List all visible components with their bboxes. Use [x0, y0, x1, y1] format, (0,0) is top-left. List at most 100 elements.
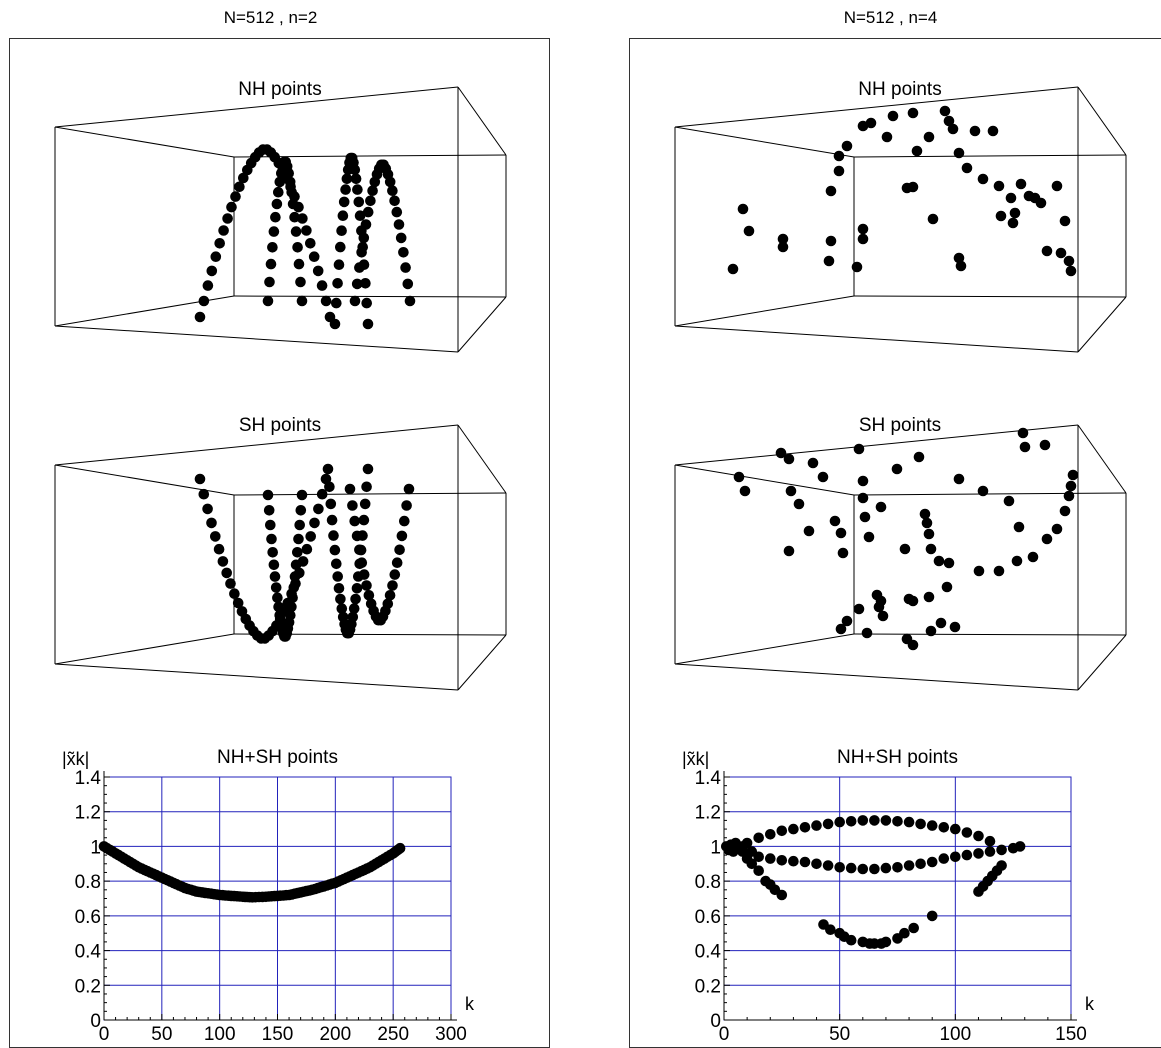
nh-point	[1063, 255, 1075, 267]
nh-point	[1041, 245, 1053, 257]
nh-point	[320, 295, 332, 307]
sh-point	[362, 463, 374, 475]
data-point	[753, 865, 764, 876]
nh-point	[955, 260, 967, 272]
sh-point	[871, 589, 883, 601]
nh-point	[395, 232, 407, 244]
sh-point	[793, 498, 805, 510]
nh-point	[265, 258, 277, 270]
sh-point	[399, 515, 410, 527]
y-tick-label: 1.4	[75, 768, 102, 789]
nh-point	[305, 238, 316, 249]
sh-point	[347, 611, 359, 623]
sh-point	[953, 473, 965, 485]
data-point	[961, 827, 973, 838]
x-tick-label: 50	[151, 1024, 172, 1045]
nh-point	[727, 263, 739, 275]
plot-title: NH+SH points	[217, 747, 338, 768]
x-tick-label: 0	[719, 1024, 730, 1045]
data-point	[950, 851, 961, 863]
nh-point	[289, 211, 300, 223]
nh-point	[851, 261, 863, 273]
sh-point	[903, 593, 915, 605]
sh-point	[270, 582, 282, 593]
nh-point	[230, 191, 241, 202]
nh-point	[336, 225, 347, 236]
nh-point	[296, 295, 308, 307]
nh-point	[267, 242, 278, 253]
sh-point	[949, 621, 961, 633]
sh-point	[359, 498, 371, 510]
sh-point	[351, 530, 363, 542]
sh-point	[285, 609, 296, 621]
sh-point	[263, 505, 275, 516]
sh-point	[837, 547, 849, 559]
nh-point	[353, 196, 365, 208]
sh-point	[349, 515, 361, 527]
sh-point	[269, 571, 281, 582]
nh-point	[887, 110, 899, 122]
sh-point	[863, 531, 875, 543]
data-point	[996, 860, 1007, 871]
data-point	[822, 860, 834, 871]
sh-point	[225, 578, 236, 589]
nh-point	[1007, 217, 1019, 229]
right-sh-points	[733, 427, 1079, 651]
data-point	[811, 820, 822, 831]
nh-point	[947, 123, 959, 135]
data-point	[845, 934, 857, 946]
nh-point	[312, 265, 324, 277]
sh-point	[229, 588, 240, 599]
data-point	[741, 837, 753, 849]
data-point	[799, 822, 811, 833]
sh-point	[923, 591, 935, 603]
sh-point	[835, 527, 847, 539]
data-point	[799, 856, 811, 868]
sh-point	[921, 517, 933, 529]
nh-point	[911, 145, 923, 157]
data-point	[892, 862, 903, 873]
nh-point	[350, 173, 362, 185]
data-point	[938, 822, 950, 833]
left-plot: 0 50 100 150 200 250 300 0 0.2 0.4 0.6 0.8 1 1.2 1.4 k |…	[62, 747, 475, 1045]
data-point	[880, 815, 892, 826]
nh-point	[365, 195, 376, 207]
sh-point	[217, 556, 229, 567]
sh-point	[785, 485, 797, 497]
left-nh-points	[194, 144, 416, 330]
x-tick-label: 200	[319, 1024, 351, 1045]
sh-point	[265, 519, 276, 531]
sh-point	[325, 498, 337, 510]
nh-point	[238, 172, 249, 184]
data-point	[915, 818, 926, 830]
nh-point	[393, 219, 405, 230]
sh-point	[1059, 505, 1071, 517]
nh-point	[290, 226, 302, 237]
nh-point	[367, 185, 378, 196]
panel-title-right: N=512 , n=4	[843, 8, 938, 27]
nh-point	[939, 105, 951, 117]
data-point	[765, 853, 776, 864]
data-point	[926, 910, 938, 922]
nh-point	[194, 311, 206, 323]
nh-point	[226, 201, 237, 213]
sh-point	[322, 463, 334, 475]
sh-point	[361, 580, 372, 591]
sh-point	[859, 511, 871, 523]
sh-point	[287, 592, 298, 603]
sh-point	[198, 488, 210, 500]
nh-point	[362, 318, 374, 330]
sh-point	[403, 483, 415, 495]
nh-point	[335, 241, 346, 253]
nh-point	[387, 185, 398, 196]
nh-point	[270, 211, 281, 223]
data-point	[788, 823, 799, 835]
sh-point	[1063, 490, 1075, 502]
sh-point	[206, 517, 217, 529]
data-point	[776, 825, 788, 837]
sh-point	[266, 533, 277, 545]
nh-point	[1051, 180, 1063, 192]
sh-point	[202, 503, 213, 515]
nh-point	[329, 318, 341, 330]
left-points	[98, 841, 406, 903]
